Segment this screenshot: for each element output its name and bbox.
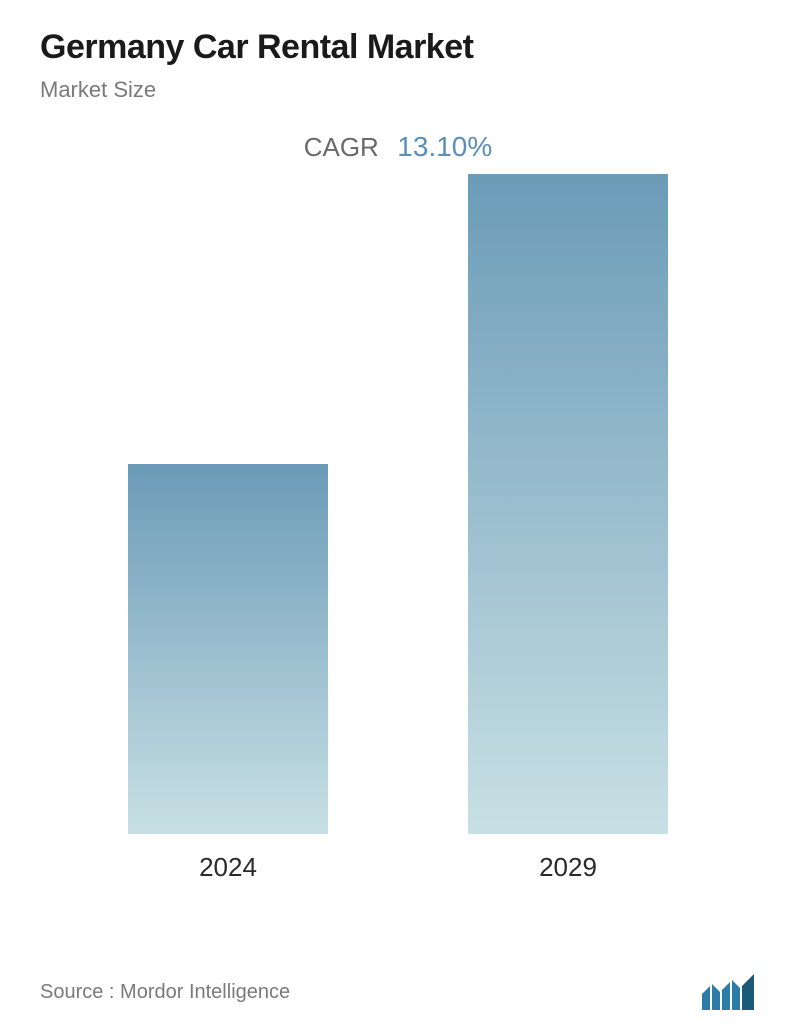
bar-fill-1 <box>468 174 668 834</box>
bar-label-0: 2024 <box>199 852 257 883</box>
logo-bars-icon <box>702 974 754 1010</box>
bar-0 <box>128 464 328 834</box>
cagr-label: CAGR <box>304 132 379 163</box>
bar-group-1: 2029 <box>468 174 668 883</box>
bar-fill-0 <box>128 464 328 834</box>
source-text: Source : Mordor Intelligence <box>40 981 290 1004</box>
bar-1 <box>468 174 668 834</box>
chart-title: Germany Car Rental Market <box>40 28 756 67</box>
cagr-row: CAGR 13.10% <box>40 131 756 163</box>
chart-subtitle: Market Size <box>40 77 756 103</box>
brand-logo-icon <box>700 974 756 1010</box>
bar-label-1: 2029 <box>539 852 597 883</box>
bar-group-0: 2024 <box>128 464 328 883</box>
chart-area: 2024 2029 <box>40 203 756 883</box>
chart-container: Germany Car Rental Market Market Size CA… <box>0 0 796 1034</box>
cagr-value: 13.10% <box>397 131 492 163</box>
footer: Source : Mordor Intelligence <box>40 974 756 1010</box>
